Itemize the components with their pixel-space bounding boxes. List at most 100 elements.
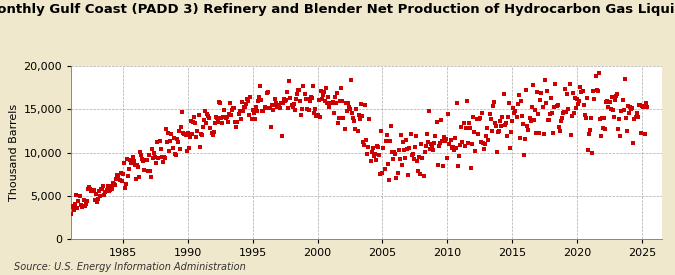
Point [205,125,216,130]
Point [554,125,564,129]
Point [372,143,383,148]
Point [184,146,194,150]
Point [211,115,221,119]
Point [404,146,415,150]
Point [531,130,541,135]
Point [551,104,562,109]
Point [615,133,626,138]
Point [480,142,491,146]
Point [134,175,144,179]
Point [521,88,532,93]
Point [416,142,427,146]
Point [285,96,296,100]
Point [234,109,245,114]
Point [439,139,450,143]
Point [229,106,240,110]
Point [637,103,647,108]
Point [315,89,326,93]
Point [325,101,336,105]
Point [574,99,585,104]
Point [245,95,256,100]
Point [365,159,376,163]
Point [283,106,294,110]
Point [74,194,85,199]
Point [80,204,90,209]
Point [173,140,184,144]
Point [412,159,423,163]
Point [428,147,439,152]
Point [608,115,619,119]
Point [161,127,171,131]
Point [469,130,480,134]
Point [392,171,403,175]
Point [498,92,509,97]
Point [423,140,433,145]
Point [284,78,295,83]
Point [107,180,119,185]
Y-axis label: Thousand Barrels: Thousand Barrels [9,104,19,201]
Point [236,117,246,121]
Point [162,139,173,144]
Point [116,178,127,183]
Point [339,126,350,131]
Point [218,115,229,119]
Point [577,89,588,93]
Point [215,101,225,105]
Point [313,98,324,103]
Point [491,124,502,128]
Point [362,152,373,157]
Point [429,141,439,145]
Point [406,153,417,157]
Point [203,114,214,119]
Point [516,99,526,103]
Point [216,116,227,120]
Point [391,176,402,180]
Point [300,97,311,101]
Point [137,157,148,162]
Point [383,178,394,183]
Point [148,151,159,155]
Point [605,107,616,112]
Point [453,164,464,168]
Point [513,93,524,97]
Point [288,102,299,106]
Point [628,140,639,145]
Point [580,116,591,120]
Point [373,144,383,149]
Point [130,163,140,167]
Point [80,201,91,206]
Point [522,124,533,128]
Point [466,166,477,170]
Point [543,118,554,122]
Point [626,107,637,111]
Point [496,124,507,128]
Point [595,134,606,138]
Point [335,99,346,104]
Point [232,120,243,125]
Point [489,120,500,125]
Point [614,117,625,122]
Point [296,112,306,117]
Point [620,77,630,81]
Point [638,104,649,109]
Point [209,120,220,125]
Point [464,126,475,130]
Point [166,132,177,137]
Point [319,90,329,94]
Point [421,144,431,148]
Point [165,139,176,143]
Point [516,114,527,118]
Point [219,108,230,112]
Point [507,119,518,123]
Point [414,155,425,159]
Point [209,130,219,134]
Point [273,103,284,107]
Point [437,139,448,143]
Point [274,106,285,110]
Point [244,112,254,117]
Point [356,113,367,118]
Point [221,114,232,119]
Point [304,108,315,112]
Point [138,159,148,164]
Point [328,111,339,115]
